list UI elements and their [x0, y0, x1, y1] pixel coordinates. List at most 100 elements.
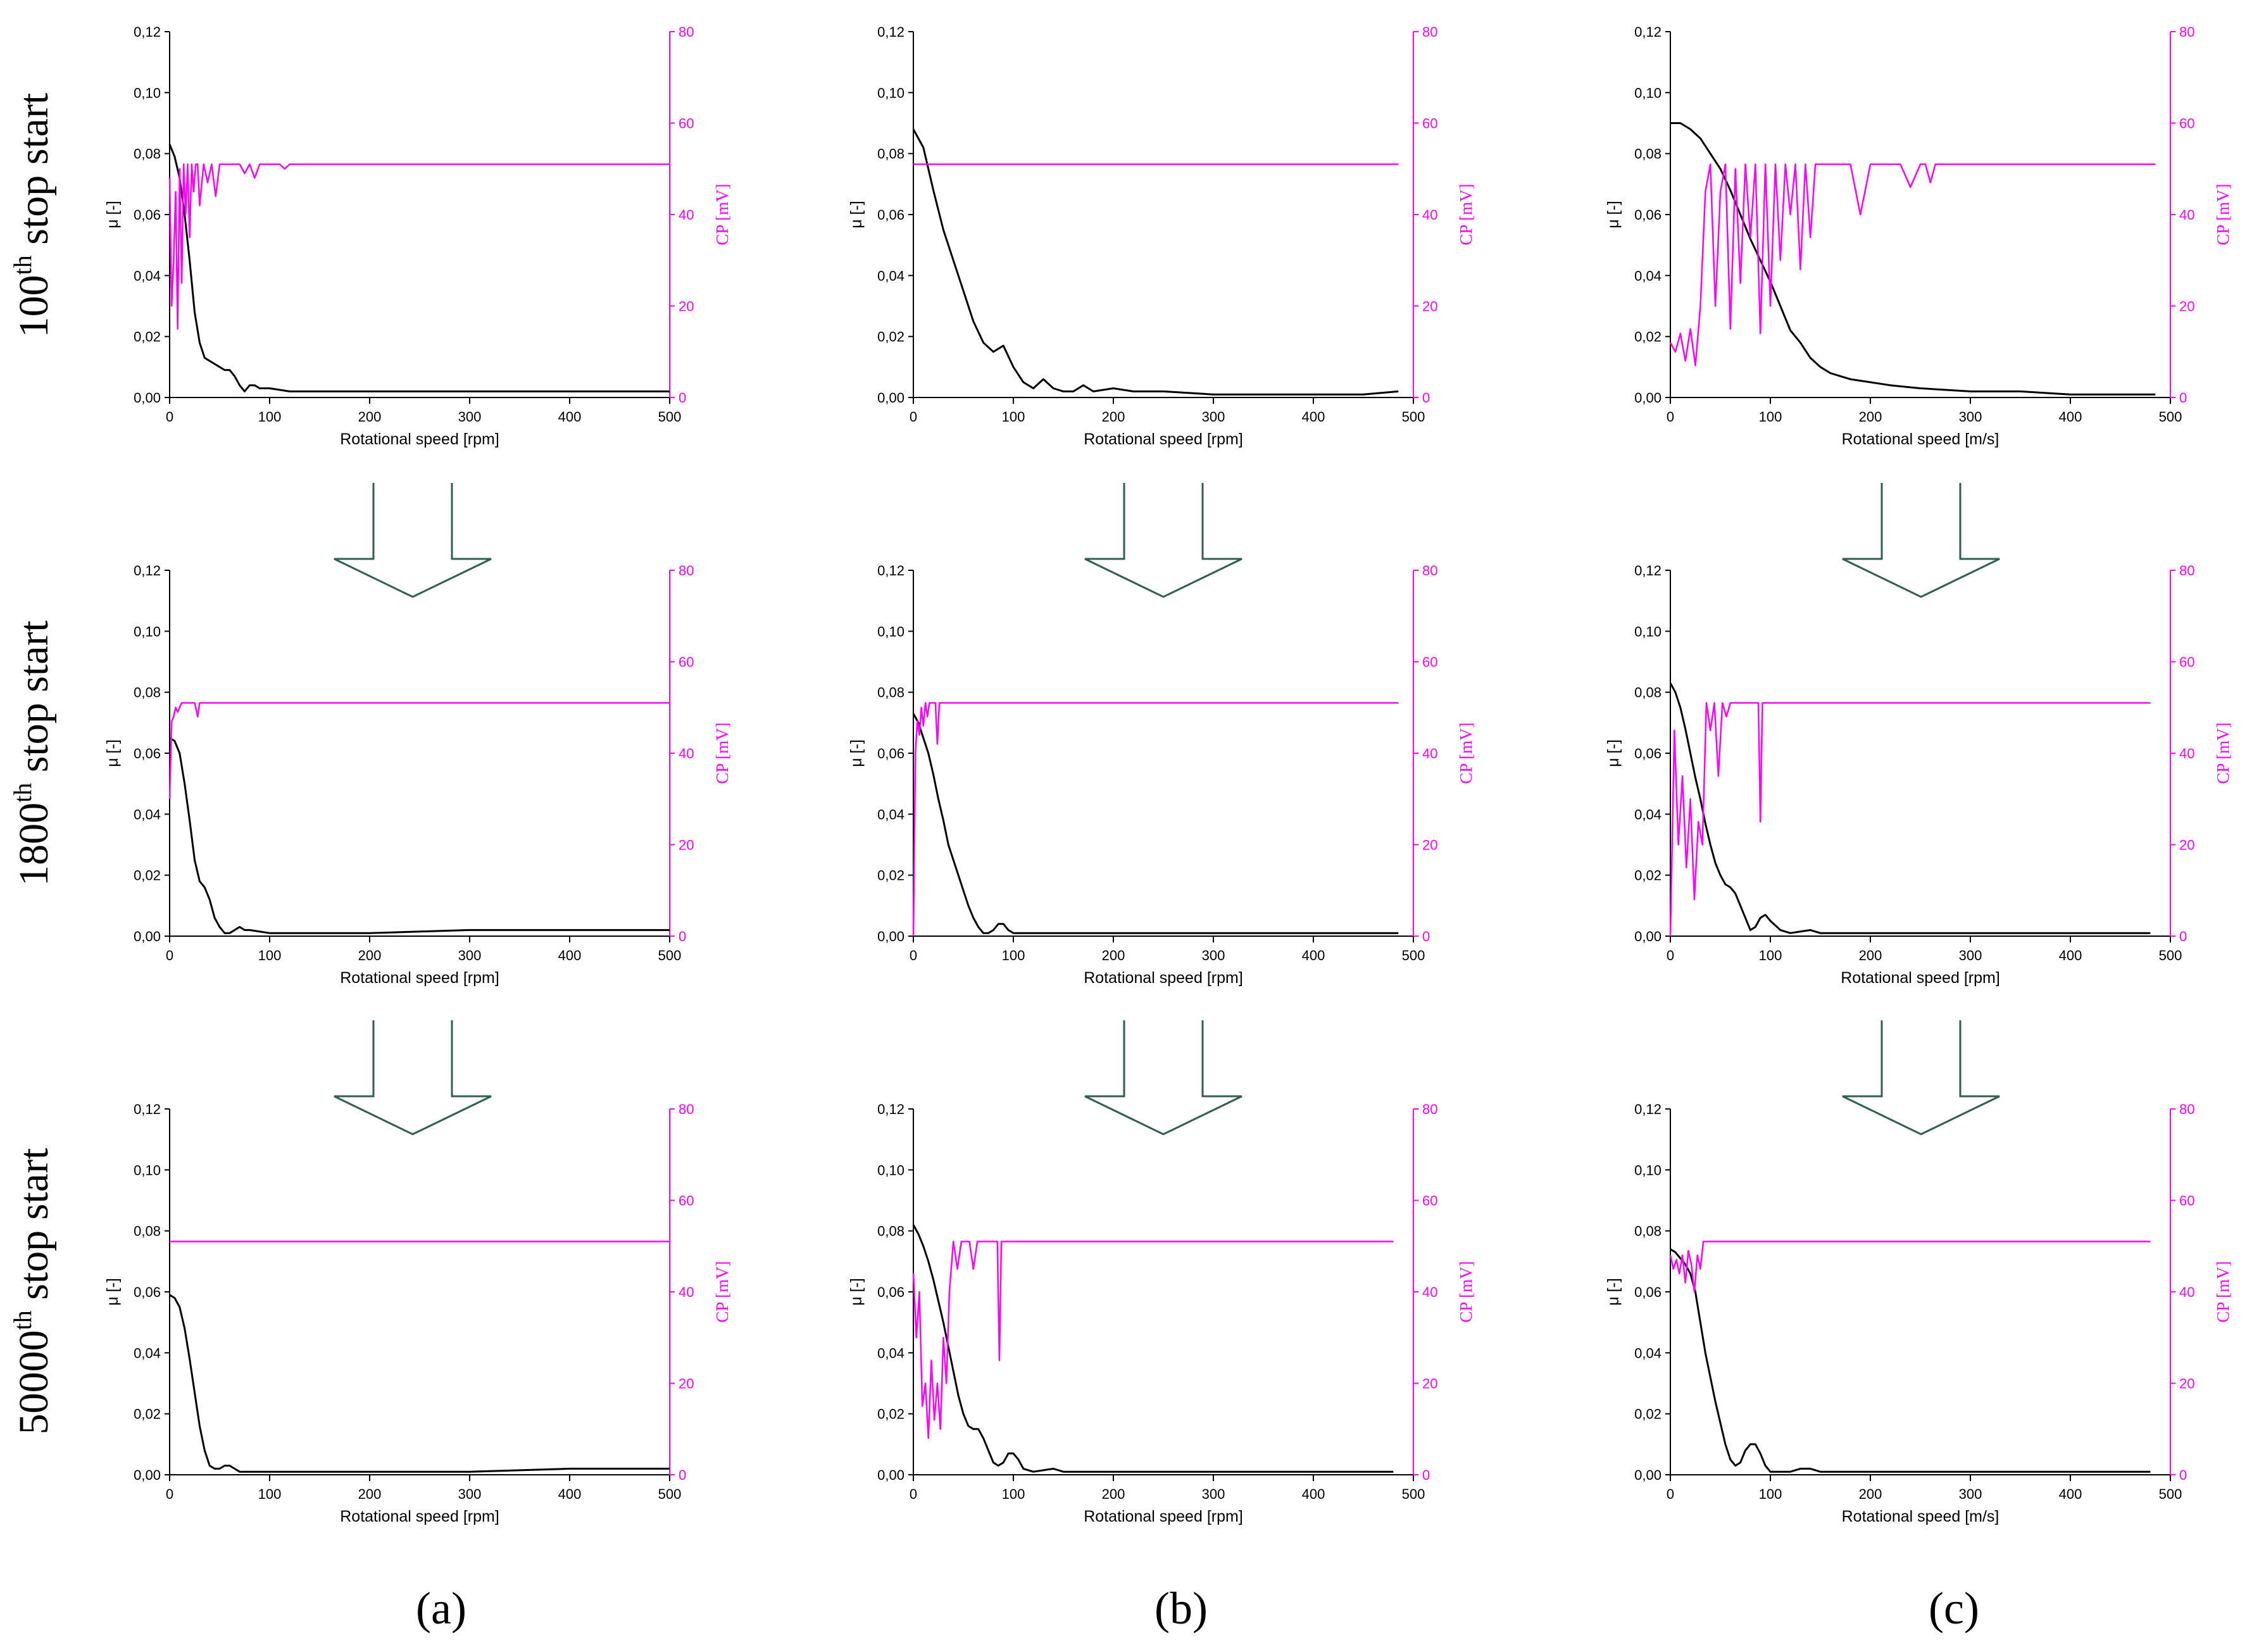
y-right-tick-label: 40 — [679, 746, 694, 761]
chart-panel-r2c3: 0 100 200 300 400 5000,000,020,040,060,080,10… — [1605, 563, 2232, 987]
x-tick-label: 500 — [1402, 1486, 1425, 1502]
y-left-tick-label: 0,08 — [877, 1223, 904, 1239]
row-label-text: stop start — [11, 620, 57, 783]
x-tick-label: 100 — [258, 1486, 282, 1502]
y-left-tick-label: 0,00 — [134, 929, 161, 944]
chart-panels: 0 100 200 300 400 5000,000,020,040,060,080,10… — [104, 24, 2232, 1525]
y-right-tick-label: 60 — [1422, 116, 1437, 132]
y-right-tick-label: 0 — [2179, 929, 2187, 944]
y-right-tick-label: 60 — [2179, 1193, 2194, 1209]
x-tick-label: 100 — [1759, 948, 1782, 963]
x-tick-label: 100 — [1759, 409, 1782, 425]
x-axis-title: Rotational speed [m/s] — [1842, 430, 1999, 448]
y-left-tick-label: 0,02 — [1634, 329, 1661, 345]
y-left-tick-label: 0,00 — [1634, 1467, 1661, 1483]
mu-series-line — [1670, 122, 2156, 396]
x-tick-label: 200 — [1859, 1486, 1882, 1502]
x-tick-label: 100 — [258, 948, 282, 963]
row-label: 100th stop start — [8, 93, 57, 338]
y-right-tick-label: 40 — [679, 207, 694, 223]
x-tick-label: 500 — [658, 948, 682, 963]
x-tick-label: 300 — [458, 1486, 482, 1502]
y-right-tick-label: 40 — [1422, 207, 1437, 223]
x-tick-label: 100 — [258, 409, 282, 425]
y-left-tick-label: 0,08 — [134, 685, 161, 701]
y-right-tick-label: 60 — [2179, 654, 2194, 670]
x-axis-title: Rotational speed [rpm] — [340, 969, 499, 987]
y-right-tick-label: 40 — [2179, 1284, 2194, 1300]
x-axis-title: Rotational speed [rpm] — [1084, 969, 1243, 987]
y-left-tick-label: 0,08 — [1634, 146, 1661, 162]
y-left-tick-label: 0,08 — [134, 146, 161, 162]
y-right-tick-label: 80 — [2179, 1101, 2194, 1117]
y-left-tick-label: 0,02 — [877, 329, 904, 345]
x-tick-label: 300 — [1959, 409, 1982, 425]
y-right-tick-label: 60 — [679, 1193, 694, 1209]
y-left-tick-label: 0,02 — [134, 1406, 161, 1422]
y-left-tick-label: 0,12 — [1634, 1101, 1661, 1117]
row-label: 50000th stop start — [8, 1148, 57, 1435]
cp-series-line — [1669, 1241, 2151, 1293]
down-arrow-icon — [1084, 1020, 1242, 1136]
cp-series-line — [912, 1241, 1394, 1439]
y-left-axis-title: μ [-] — [848, 1278, 865, 1306]
row-label-number: 100 — [11, 275, 57, 337]
y-right-tick-label: 60 — [679, 654, 694, 670]
down-arrow-icon — [1084, 483, 1242, 598]
x-tick-label: 400 — [2059, 948, 2082, 963]
y-left-axis-title: μ [-] — [848, 201, 865, 228]
y-left-tick-label: 0,00 — [877, 929, 904, 944]
y-left-axis-title: μ [-] — [104, 201, 122, 228]
x-tick-label: 0 — [910, 1486, 917, 1502]
x-tick-label: 400 — [558, 948, 582, 963]
row-label-ordinal: th — [8, 255, 37, 275]
y-left-tick-label: 0,00 — [1634, 390, 1661, 406]
y-left-tick-label: 0,02 — [877, 1406, 904, 1422]
row-label-text: stop start — [11, 93, 57, 256]
x-tick-label: 100 — [1002, 948, 1025, 963]
x-tick-label: 500 — [658, 1486, 682, 1502]
x-tick-label: 100 — [1002, 409, 1025, 425]
x-tick-label: 500 — [2159, 1486, 2182, 1502]
y-left-tick-label: 0,10 — [134, 85, 161, 101]
y-right-tick-label: 0 — [679, 929, 686, 944]
y-left-tick-label: 0,06 — [134, 746, 161, 761]
y-right-tick-label: 0 — [1422, 390, 1430, 406]
y-right-tick-label: 0 — [679, 390, 686, 406]
cp-series-line — [168, 702, 670, 799]
down-arrow-icon — [334, 1020, 492, 1136]
y-right-axis-title: CP [mV] — [713, 722, 732, 784]
mu-series-line — [1669, 682, 2151, 934]
y-left-tick-label: 0,10 — [877, 1162, 904, 1178]
mu-series-line — [912, 1224, 1394, 1473]
x-tick-label: 0 — [1667, 1486, 1674, 1502]
row-label-text: stop start — [11, 1148, 57, 1311]
y-left-tick-label: 0,02 — [134, 329, 161, 345]
cp-series-line — [912, 702, 1399, 937]
y-left-tick-label: 0,10 — [877, 623, 904, 639]
x-tick-label: 200 — [1102, 948, 1125, 963]
y-right-tick-label: 20 — [2179, 1376, 2194, 1392]
column-label: (a) — [416, 1583, 466, 1634]
x-tick-label: 400 — [1302, 948, 1325, 963]
y-left-tick-label: 0,06 — [877, 1284, 904, 1300]
y-right-tick-label: 60 — [679, 116, 694, 132]
x-tick-label: 500 — [658, 409, 682, 425]
x-tick-label: 400 — [1302, 409, 1325, 425]
y-right-tick-label: 80 — [679, 1101, 694, 1117]
y-left-tick-label: 0,02 — [1634, 868, 1661, 884]
chart-panel-r1c2: 0 100 200 300 400 5000,000,020,040,060,080,10… — [848, 24, 1475, 448]
y-right-tick-label: 20 — [2179, 837, 2194, 853]
row-label-number: 1800 — [11, 803, 57, 886]
chart-panel-r3c2: 0 100 200 300 400 5000,000,020,040,060,080,10… — [848, 1101, 1475, 1525]
column-label: (b) — [1155, 1583, 1208, 1634]
y-left-tick-label: 0,04 — [1634, 268, 1661, 284]
y-left-tick-label: 0,02 — [134, 868, 161, 884]
transition-arrows — [334, 483, 2000, 1136]
x-tick-label: 100 — [1759, 1486, 1782, 1502]
y-left-tick-label: 0,06 — [1634, 207, 1661, 223]
x-tick-label: 300 — [1202, 409, 1225, 425]
x-tick-label: 200 — [358, 1486, 382, 1502]
y-left-tick-label: 0,10 — [1634, 85, 1661, 101]
y-left-tick-label: 0,00 — [877, 1467, 904, 1483]
